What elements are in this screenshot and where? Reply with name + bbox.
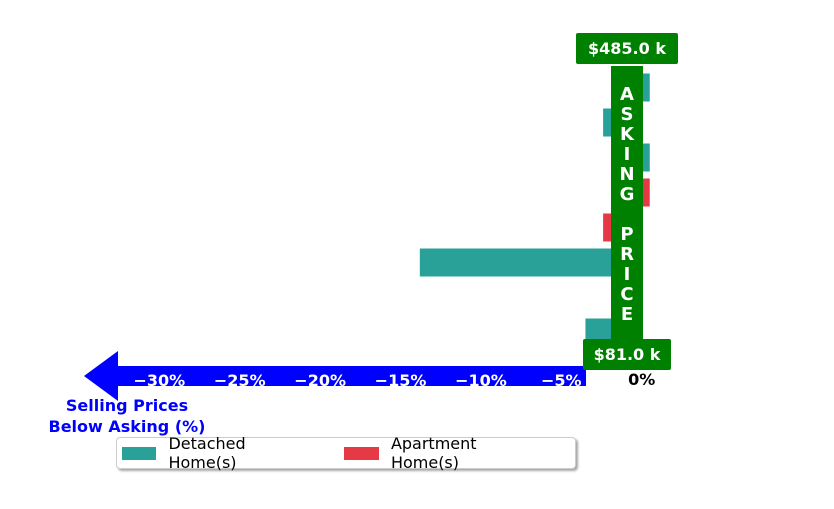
legend-label-apartment: Apartment Home(s) bbox=[390, 434, 477, 472]
band-letter: N bbox=[619, 164, 634, 185]
top-value-badge bbox=[576, 33, 678, 64]
bottom-value-label: $81.0 k bbox=[594, 345, 661, 364]
legend-label-detached: Detached Home(s) bbox=[168, 434, 246, 472]
bottom-value-badge bbox=[583, 339, 671, 370]
x-tick-label: −10% bbox=[455, 371, 507, 390]
below-asking-arrow bbox=[84, 351, 586, 401]
band-letter: P bbox=[620, 224, 633, 245]
band-letter: A bbox=[620, 84, 634, 105]
legend: Detached Home(s) Apartment Home(s) bbox=[116, 434, 576, 472]
band-letter: I bbox=[624, 144, 631, 165]
band-letter: G bbox=[620, 184, 635, 205]
band-letter: I bbox=[624, 264, 631, 285]
asking-price-band bbox=[611, 66, 643, 342]
band-letter: C bbox=[620, 284, 633, 305]
x-axis-label-line-1: Selling Prices bbox=[66, 396, 188, 415]
x-tick-label: −15% bbox=[375, 371, 427, 390]
legend-item-detached: Detached Home(s) bbox=[122, 434, 312, 472]
legend-swatch-detached bbox=[122, 446, 157, 460]
x-tick-label: −25% bbox=[214, 371, 266, 390]
bar-apartment-row-3 bbox=[641, 178, 650, 207]
x-ticks: −30% −25% −20% −15% −10% −5% 0% bbox=[134, 370, 656, 390]
bar-detached-row-5 bbox=[419, 248, 642, 277]
x-tick-label: 0% bbox=[628, 370, 655, 389]
band-letter: S bbox=[621, 104, 634, 125]
x-tick-label: −20% bbox=[294, 371, 346, 390]
band-letter: E bbox=[621, 304, 633, 325]
x-tick-label: −5% bbox=[541, 371, 582, 390]
band-letter: K bbox=[620, 124, 635, 145]
band-letter: R bbox=[620, 244, 634, 265]
x-tick-label: −30% bbox=[134, 371, 186, 390]
bar-detached-row-0 bbox=[641, 73, 650, 102]
top-value-label: $485.0 k bbox=[588, 39, 666, 58]
bar-detached-row-2 bbox=[641, 143, 650, 172]
legend-swatch-apartment bbox=[344, 446, 379, 460]
legend-item-apartment: Apartment Home(s) bbox=[344, 434, 543, 472]
x-axis-label-line-2: Below Asking (%) bbox=[49, 417, 206, 436]
